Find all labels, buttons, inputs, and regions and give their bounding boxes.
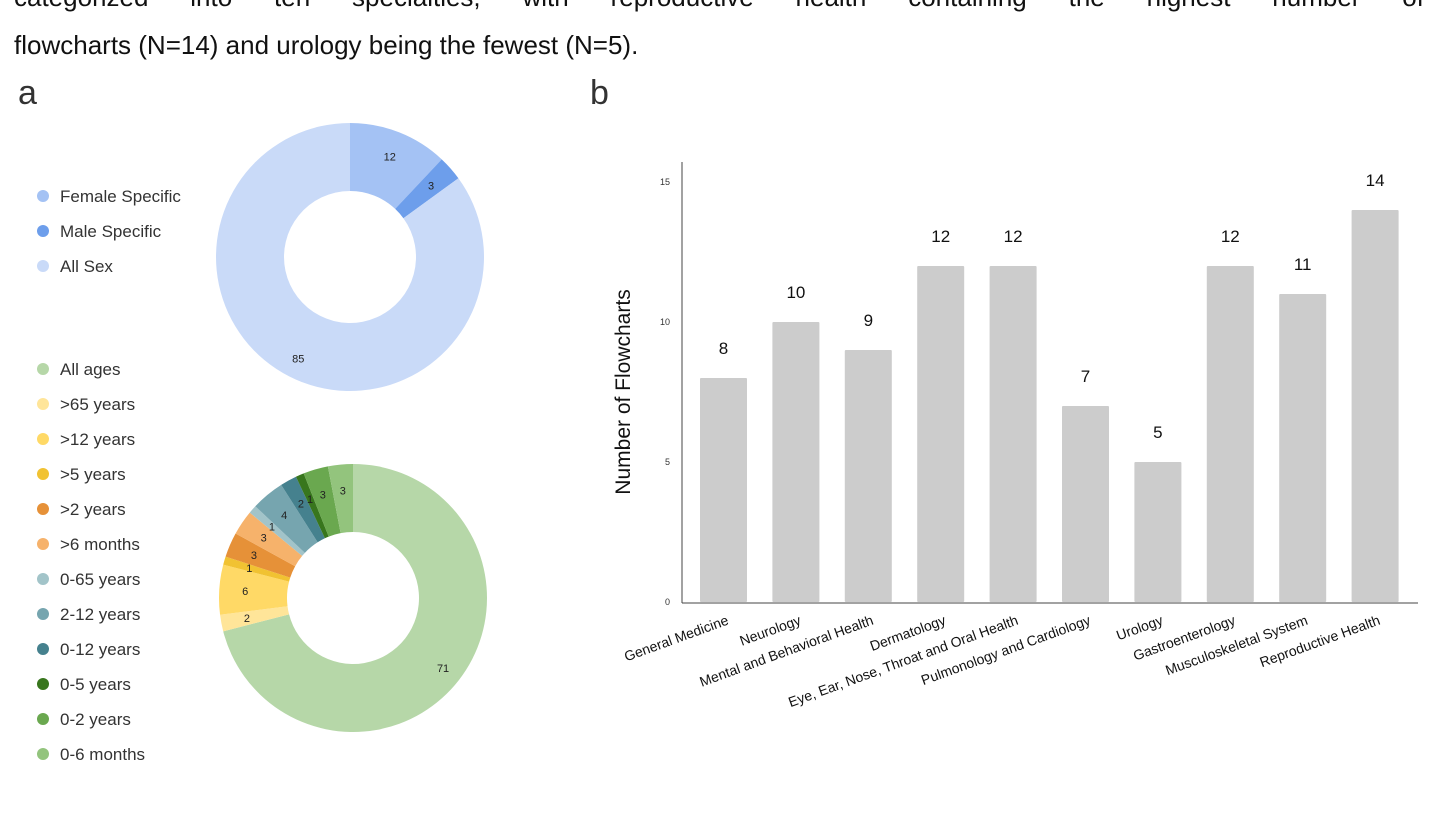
- bar: [700, 378, 747, 602]
- sex-donut-slice-label: 12: [384, 152, 396, 164]
- sex-donut-legend-swatch: [37, 225, 49, 237]
- bar-value-label: 7: [1081, 367, 1090, 386]
- sex-donut-legend-label: Male Specific: [60, 222, 162, 241]
- age-donut-slice-label: 2: [298, 498, 304, 510]
- age-donut-legend-swatch: [37, 503, 49, 515]
- age-donut-slice: [220, 606, 290, 632]
- sex-donut-legend-label: All Sex: [60, 257, 113, 276]
- age-donut-slice: [255, 484, 318, 553]
- sex-donut-slice-label: 85: [292, 354, 304, 366]
- bar: [989, 266, 1037, 602]
- age-donut-legend-swatch: [37, 748, 49, 760]
- age-donut-slice-label: 3: [320, 489, 326, 501]
- age-donut-slice-label: 71: [437, 663, 449, 675]
- x-tick-label: Reproductive Health: [1257, 612, 1382, 670]
- age-donut-slice: [225, 533, 296, 578]
- age-donut-slice: [295, 473, 329, 539]
- age-donut-legend-swatch: [37, 363, 49, 375]
- age-donut-legend-swatch: [37, 433, 49, 445]
- age-donut-slice-label: 1: [246, 563, 252, 575]
- bar: [1062, 406, 1109, 602]
- bar-value-label: 9: [864, 311, 873, 330]
- age-donut-legend-label: >2 years: [60, 500, 126, 519]
- sex-donut-slice: [395, 159, 459, 219]
- age-donut-legend-swatch: [37, 398, 49, 410]
- panel-label-b: b: [590, 74, 609, 112]
- age-donut-slice-label: 1: [307, 494, 313, 506]
- bar: [1279, 294, 1327, 602]
- sex-donut-slice: [215, 123, 484, 391]
- age-donut-legend-label: 0-65 years: [60, 570, 140, 589]
- bar-value-label: 12: [1221, 227, 1240, 246]
- age-donut-slice: [235, 512, 303, 567]
- age-donut-slice-label: 1: [269, 522, 275, 534]
- age-donut-legend-label: >12 years: [60, 430, 135, 449]
- age-donut-legend-swatch: [37, 468, 49, 480]
- age-donut-slice-label: 6: [242, 586, 248, 598]
- age-donut-slice: [223, 556, 291, 582]
- age-donut-legend-label: >65 years: [60, 395, 135, 414]
- sex-donut-legend-label: Female Specific: [60, 187, 181, 206]
- age-donut-slice: [281, 476, 325, 543]
- age-donut-legend-label: All ages: [60, 360, 120, 379]
- bar-value-label: 8: [719, 339, 728, 358]
- bar-value-label: 11: [1294, 255, 1312, 274]
- bar-value-label: 12: [1004, 227, 1023, 246]
- y-tick-label: 15: [660, 177, 670, 187]
- bar: [1351, 210, 1399, 602]
- age-donut-slice: [327, 464, 353, 534]
- x-tick-label: General Medicine: [622, 612, 731, 665]
- age-donut-slice-label: 2: [244, 613, 250, 625]
- age-donut-slice-label: 3: [261, 532, 267, 544]
- age-donut-legend-swatch: [37, 678, 49, 690]
- sex-donut-legend-swatch: [37, 260, 49, 272]
- age-donut-legend-swatch: [37, 643, 49, 655]
- sex-donut-slice-label: 3: [428, 181, 434, 193]
- age-donut-legend-label: 0-2 years: [60, 710, 131, 729]
- bar: [1134, 462, 1182, 602]
- y-axis-title: Number of Flowcharts: [612, 289, 635, 494]
- age-donut-legend-label: >5 years: [60, 465, 126, 484]
- age-donut-slice: [223, 464, 488, 732]
- age-donut-legend-label: 2-12 years: [60, 605, 140, 624]
- bar-value-label: 12: [931, 227, 950, 246]
- y-tick-label: 0: [665, 597, 670, 607]
- paragraph-line-1: categorized into ten specialties, with r…: [14, 0, 1424, 18]
- bar: [917, 266, 965, 602]
- bar: [772, 322, 820, 602]
- bar-value-label: 5: [1153, 423, 1162, 442]
- age-donut-legend-label: 0-6 months: [60, 745, 145, 764]
- bar: [1206, 266, 1254, 602]
- paragraph-line-2: flowcharts (N=14) and urology being the …: [14, 30, 639, 60]
- age-donut-slice-label: 3: [340, 485, 346, 497]
- age-donut-slice: [218, 564, 290, 615]
- bar-value-label: 10: [786, 283, 805, 302]
- age-donut-legend-label: 0-5 years: [60, 675, 131, 694]
- y-tick-label: 5: [665, 457, 670, 467]
- age-donut-slice: [249, 506, 305, 556]
- age-donut-slice: [303, 466, 341, 537]
- age-donut-legend-label: >6 months: [60, 535, 140, 554]
- panel-label-a: a: [18, 74, 37, 112]
- y-tick-label: 10: [660, 317, 670, 327]
- age-donut-legend-swatch: [37, 573, 49, 585]
- bar: [844, 350, 892, 602]
- bar-value-label: 14: [1366, 171, 1385, 190]
- age-donut-slice-label: 4: [281, 510, 287, 522]
- sex-donut-legend-swatch: [37, 190, 49, 202]
- sex-donut-slice: [350, 123, 442, 209]
- age-donut-legend-swatch: [37, 538, 49, 550]
- age-donut-legend-swatch: [37, 713, 49, 725]
- age-donut-legend-label: 0-12 years: [60, 640, 140, 659]
- age-donut-slice-label: 3: [251, 550, 257, 562]
- age-donut-legend-swatch: [37, 608, 49, 620]
